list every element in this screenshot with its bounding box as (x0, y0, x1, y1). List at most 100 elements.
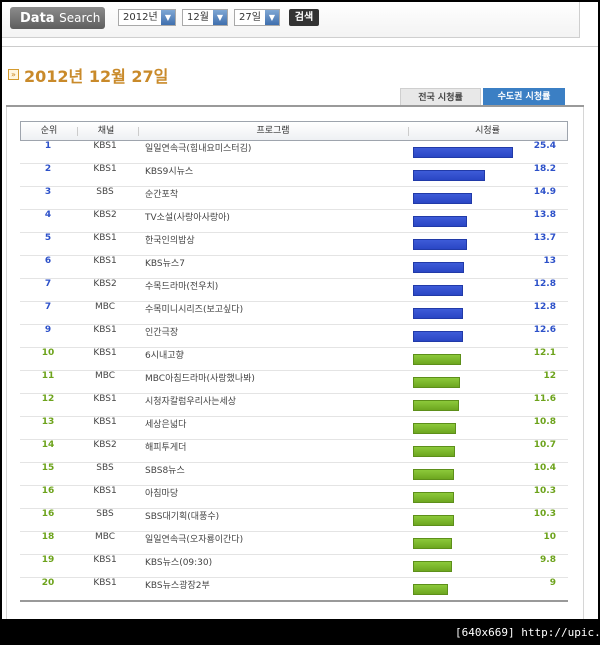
row-rank: 5 (44, 233, 52, 243)
row-rank: 14 (41, 440, 55, 450)
row-rating: 9 (549, 578, 556, 588)
row-program: 한국인의밥상 (145, 236, 195, 246)
table-row: 10 KBS1 6시내고향 12.1 (20, 348, 568, 371)
row-rating: 14.9 (533, 187, 556, 197)
row-channel: KBS2 (93, 440, 117, 450)
table-row: 18 MBC 일일연속극(오자룡이간다) 10 (20, 532, 568, 555)
rating-bar (413, 147, 513, 158)
row-rating: 12 (543, 371, 556, 381)
table-row: 13 KBS1 세상은넓다 10.8 (20, 417, 568, 440)
row-rating: 12.1 (533, 348, 556, 358)
header-rating: 시청률 (475, 126, 500, 136)
rating-bar (413, 561, 452, 572)
tab-national-rating[interactable]: 전국 시청률 (400, 88, 481, 106)
rating-bar (413, 354, 461, 365)
rating-bar (413, 262, 464, 273)
table-row: 16 SBS SBS대기획(대풍수) 10.3 (20, 509, 568, 532)
page-title: 2012년 12월 27일 (24, 67, 169, 86)
tab-capital-rating[interactable]: 수도권 시청률 (483, 88, 565, 106)
image-footer-caption: [640x669] http://upic.me/ (455, 626, 600, 639)
row-program: 6시내고향 (145, 351, 184, 361)
rating-bar (413, 170, 485, 181)
search-button[interactable]: 검색 (289, 9, 319, 26)
row-rating: 12.8 (533, 279, 556, 289)
divider (2, 46, 598, 47)
row-channel: KBS1 (93, 141, 117, 151)
row-channel: KBS1 (93, 417, 117, 427)
bullet-icon: » (8, 69, 19, 80)
row-rating: 10.3 (533, 486, 556, 496)
data-search-light: Search (59, 11, 101, 25)
row-program: 일일연속극(힘내요미스터김) (145, 144, 252, 154)
row-channel: KBS2 (93, 279, 117, 289)
day-select[interactable]: 27일 ▼ (234, 9, 280, 26)
rating-bar (413, 331, 463, 342)
table-row: 20 KBS1 KBS뉴스광장2부 9 (20, 578, 568, 601)
row-rank: 12 (41, 394, 55, 404)
row-rating: 10.8 (533, 417, 556, 427)
row-program: TV소설(사랑아사랑아) (145, 213, 230, 223)
rating-bar (413, 515, 454, 526)
table-row: 2 KBS1 KBS9시뉴스 18.2 (20, 164, 568, 187)
row-rating: 13.7 (533, 233, 556, 243)
table-row: 14 KBS2 해피투게더 10.7 (20, 440, 568, 463)
row-channel: KBS1 (93, 233, 117, 243)
rating-bar (413, 308, 463, 319)
row-program: SBS8뉴스 (145, 466, 185, 476)
table-row: 7 KBS2 수목드라마(전우치) 12.8 (20, 279, 568, 302)
table-row: 1 KBS1 일일연속극(힘내요미스터김) 25.4 (20, 141, 568, 164)
table-row: 5 KBS1 한국인의밥상 13.7 (20, 233, 568, 256)
chevron-down-icon[interactable]: ▼ (265, 10, 279, 25)
table-row: 11 MBC MBC아침드라마(사랑했나봐) 12 (20, 371, 568, 394)
table-row: 19 KBS1 KBS뉴스(09:30) 9.8 (20, 555, 568, 578)
ratings-table-body: 1 KBS1 일일연속극(힘내요미스터김) 25.4 2 KBS1 KBS9시뉴스 18.2 3… (20, 141, 568, 601)
row-rank: 1 (44, 141, 52, 151)
row-program: 순간포착 (145, 190, 179, 200)
data-search-bold: Data (20, 11, 55, 26)
table-bottom-border (20, 600, 568, 602)
row-rating: 25.4 (533, 141, 556, 151)
row-channel: KBS1 (93, 256, 117, 266)
row-channel: SBS (96, 187, 114, 197)
rating-bar (413, 216, 467, 227)
month-select[interactable]: 12월 ▼ (182, 9, 228, 26)
row-rank: 9 (44, 325, 52, 335)
row-channel: KBS1 (93, 555, 117, 565)
row-rating: 18.2 (533, 164, 556, 174)
row-channel: KBS1 (93, 578, 117, 588)
header-rank: 순위 (40, 126, 58, 136)
row-rating: 11.6 (533, 394, 556, 404)
row-rank: 4 (44, 210, 52, 220)
row-channel: KBS1 (93, 164, 117, 174)
table-row: 3 SBS 순간포착 14.9 (20, 187, 568, 210)
row-program: 인간극장 (145, 328, 179, 338)
chevron-down-icon[interactable]: ▼ (213, 10, 227, 25)
year-value: 2012년 (123, 12, 158, 23)
row-rank: 16 (41, 486, 55, 496)
rating-bar (413, 400, 459, 411)
row-channel: KBS1 (93, 348, 117, 358)
month-value: 12월 (187, 12, 209, 23)
row-rating: 12.8 (533, 302, 556, 312)
chevron-down-icon[interactable]: ▼ (161, 10, 175, 25)
rating-bar (413, 423, 456, 434)
row-rating: 13.8 (533, 210, 556, 220)
row-rank: 3 (44, 187, 52, 197)
year-select[interactable]: 2012년 ▼ (118, 9, 176, 26)
header-separator (408, 127, 409, 136)
row-channel: KBS2 (93, 210, 117, 220)
header-program: 프로그램 (256, 126, 290, 136)
row-channel: MBC (94, 532, 116, 542)
row-channel: KBS1 (93, 325, 117, 335)
search-bar: Data Search 2012년 ▼ 12월 ▼ 27일 ▼ 검색 (2, 2, 580, 38)
row-program: 세상은넓다 (145, 420, 187, 430)
row-channel: SBS (96, 509, 114, 519)
row-program: KBS뉴스광장2부 (145, 581, 210, 591)
row-program: KBS9시뉴스 (145, 167, 194, 177)
row-program: 일일연속극(오자룡이간다) (145, 535, 244, 545)
table-header: 순위 채널 프로그램 시청률 (20, 121, 568, 141)
row-channel: MBC (94, 302, 116, 312)
table-row: 16 KBS1 아침마당 10.3 (20, 486, 568, 509)
rating-bar (413, 538, 452, 549)
row-program: KBS뉴스(09:30) (145, 558, 213, 568)
